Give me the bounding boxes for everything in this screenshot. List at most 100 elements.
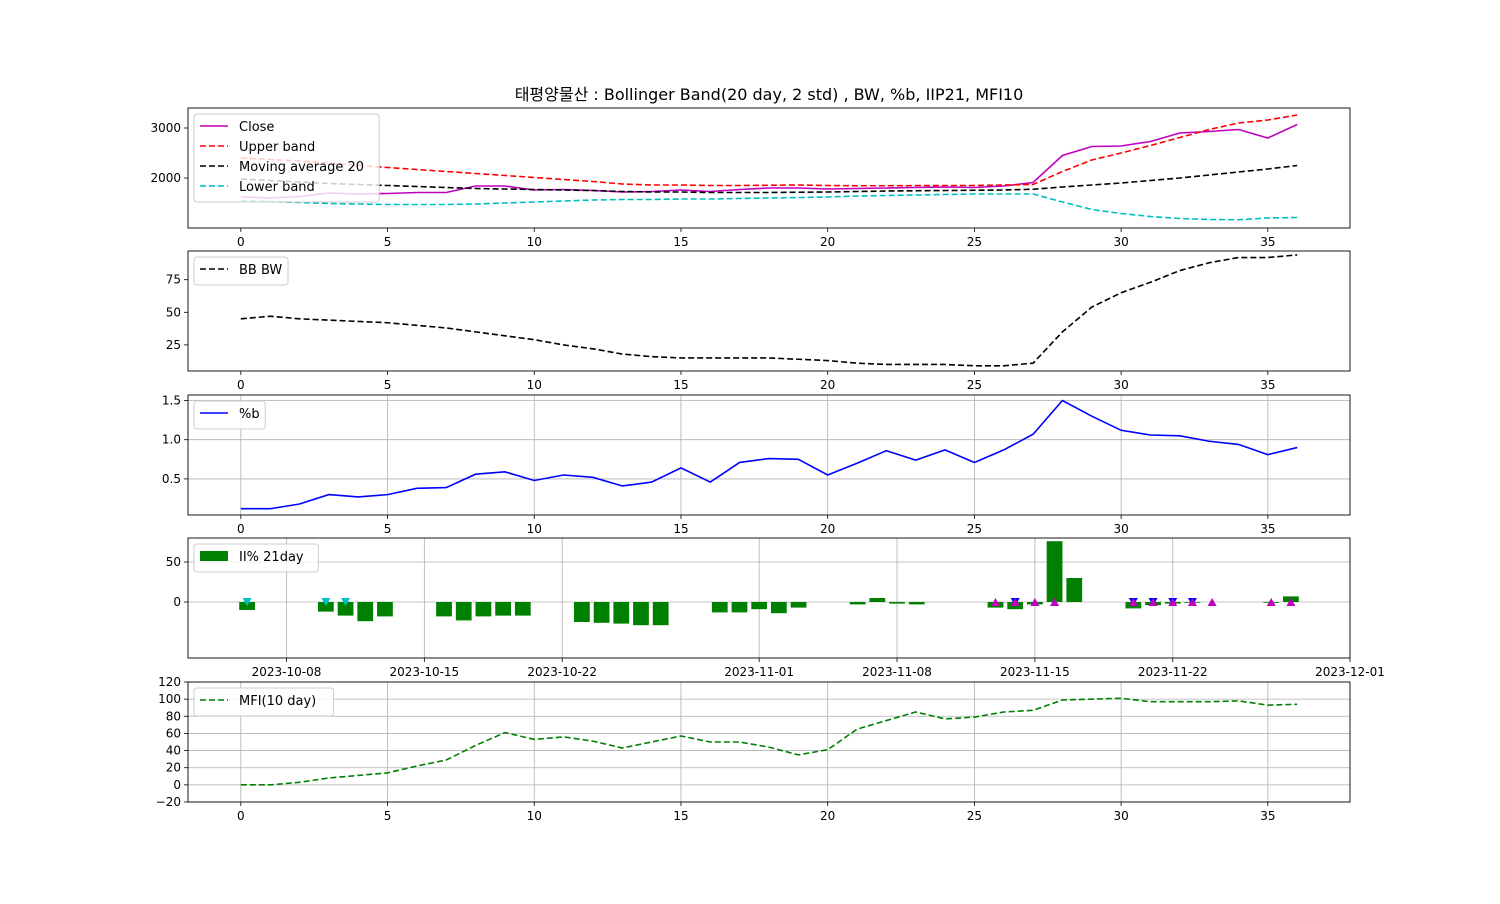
axes-frame (187, 537, 1351, 659)
x-tick-label: 0 (237, 522, 245, 536)
legend-swatch (200, 551, 228, 561)
x-tick-label: 35 (1260, 235, 1275, 249)
down-marker (341, 598, 351, 606)
y-tick-label: 25 (166, 338, 181, 352)
up-marker (990, 598, 1000, 606)
legend-label: Close (239, 120, 274, 135)
up-marker (1207, 598, 1217, 606)
x-axis: 0 5 10 15 20 25 30 35 (237, 802, 1275, 823)
bar (908, 602, 925, 605)
y-axis: 0 50 (166, 555, 188, 609)
y-tick-label: 50 (166, 305, 181, 319)
bar (613, 602, 630, 624)
axes-frame (187, 681, 1351, 803)
y-tick-label: −20 (156, 795, 181, 809)
x-tick-label: 15 (673, 235, 688, 249)
legend: BB BW (193, 256, 289, 286)
x-tick-label: 35 (1260, 378, 1275, 392)
x-tick-label: 2023-10-22 (527, 665, 597, 679)
x-axis: 0 5 10 15 20 25 30 35 (237, 371, 1275, 392)
panel-1: 0 5 10 15 20 25 30 35 2000 3000 Close Upper band Mov… (150, 107, 1351, 249)
legend-box (193, 400, 266, 430)
x-tick-label: 20 (820, 235, 835, 249)
legend-label: %b (239, 407, 260, 422)
x-tick-label: 0 (237, 809, 245, 823)
bar (652, 602, 669, 626)
x-tick-label: 15 (673, 522, 688, 536)
bar (731, 602, 748, 613)
y-axis: 2000 3000 (150, 121, 188, 185)
up-marker (1187, 598, 1197, 606)
bar (574, 602, 590, 622)
legend-label: BB BW (239, 263, 282, 278)
series-line (240, 123, 1298, 199)
legend-label: Lower band (239, 180, 315, 195)
x-tick-label: 0 (237, 235, 245, 249)
bar (514, 602, 531, 616)
y-axis: 25 50 75 (166, 273, 188, 352)
bar (495, 602, 511, 616)
x-tick-label: 25 (967, 378, 982, 392)
x-tick-label: 30 (1113, 378, 1128, 392)
plot-area (240, 399, 1298, 510)
x-tick-label: 5 (384, 378, 392, 392)
x-tick-label: 2023-11-01 (724, 665, 794, 679)
x-tick-label: 10 (527, 235, 542, 249)
plot-area (240, 114, 1298, 221)
y-tick-label: 1.0 (162, 433, 181, 447)
axes-frame (187, 250, 1351, 372)
x-tick-label: 10 (527, 522, 542, 536)
grid (188, 395, 1350, 515)
down-marker (321, 598, 331, 606)
x-tick-label: 15 (673, 378, 688, 392)
panel-4: 2023-10-08 2023-10-15 2023-10-22 2023-11-01… (166, 537, 1385, 679)
bar (357, 602, 374, 622)
legend-label: Moving average 20 (239, 160, 364, 175)
legend-label: Upper band (239, 140, 315, 155)
x-tick-label: 35 (1260, 522, 1275, 536)
x-tick-label: 2023-11-22 (1138, 665, 1208, 679)
plot-area (240, 254, 1298, 367)
chart-title: 태평양물산 : Bollinger Band(20 day, 2 std) , … (515, 85, 1024, 104)
x-tick-label: 15 (673, 809, 688, 823)
bar (633, 602, 649, 626)
panel-2: 0 5 10 15 20 25 30 35 25 50 75 BB BW (166, 250, 1351, 392)
x-tick-label: 10 (527, 378, 542, 392)
x-tick-label: 35 (1260, 809, 1275, 823)
x-tick-label: 5 (384, 235, 392, 249)
bar (849, 602, 866, 605)
legend: Close Upper band Moving average 20 Lower ba… (193, 113, 380, 203)
x-tick-label: 25 (967, 809, 982, 823)
x-tick-label: 25 (967, 235, 982, 249)
x-axis: 0 5 10 15 20 25 30 35 (237, 228, 1275, 249)
x-tick-label: 30 (1113, 522, 1128, 536)
bar (475, 602, 492, 617)
y-axis: −20 0 20 40 60 80 100 120 (156, 675, 188, 809)
bar (377, 602, 393, 617)
legend: MFI(10 day) (193, 687, 335, 717)
y-tick-label: 80 (166, 709, 181, 723)
series-line (240, 399, 1298, 510)
up-marker (1286, 598, 1296, 606)
y-tick-label: 75 (166, 273, 181, 287)
bar (711, 602, 728, 613)
series-line (240, 697, 1298, 786)
x-tick-label: 2023-12-01 (1315, 665, 1385, 679)
legend-box (193, 256, 289, 286)
x-tick-label: 2023-10-08 (252, 665, 322, 679)
y-tick-label: 60 (166, 726, 181, 740)
y-tick-label: 0 (173, 595, 181, 609)
x-tick-label: 25 (967, 522, 982, 536)
x-axis: 0 5 10 15 20 25 30 35 (237, 515, 1275, 536)
legend: %b (193, 400, 266, 430)
y-tick-label: 0 (173, 778, 181, 792)
up-marker (1128, 598, 1138, 606)
y-tick-label: 3000 (150, 121, 181, 135)
x-tick-label: 2023-11-08 (862, 665, 932, 679)
axes-frame (187, 394, 1351, 516)
x-tick-label: 2023-11-15 (1000, 665, 1070, 679)
x-tick-label: 0 (237, 378, 245, 392)
x-tick-label: 30 (1113, 235, 1128, 249)
x-axis: 2023-10-08 2023-10-15 2023-10-22 2023-11-01… (252, 658, 1385, 679)
up-marker (1030, 598, 1040, 606)
